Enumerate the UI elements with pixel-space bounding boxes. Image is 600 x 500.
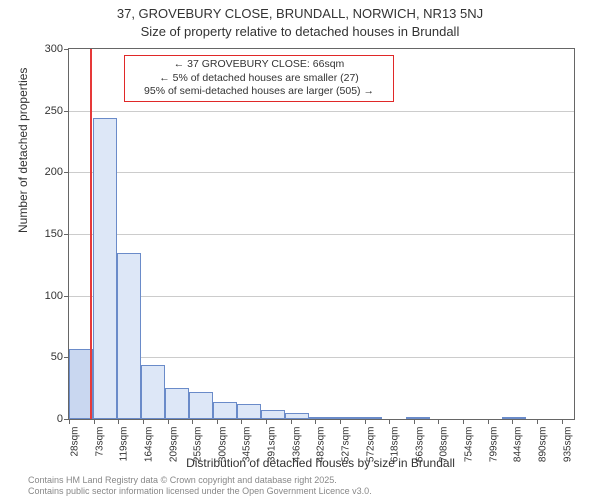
histogram-bar [93, 118, 117, 419]
histogram-bar [141, 365, 165, 419]
y-tick-mark [64, 296, 69, 297]
x-tick-mark [340, 419, 341, 424]
x-tick-mark [241, 419, 242, 424]
histogram-bar [502, 417, 526, 419]
y-gridline [69, 296, 574, 297]
footer-line-1: Contains HM Land Registry data © Crown c… [28, 475, 372, 486]
annotation-box: ← 37 GROVEBURY CLOSE: 66sqm ← 5% of deta… [124, 55, 394, 102]
y-tick-label: 300 [45, 43, 63, 55]
property-marker-line [90, 49, 92, 419]
x-axis-label: Distribution of detached houses by size … [68, 456, 573, 470]
x-tick-mark [414, 419, 415, 424]
histogram-bar [213, 402, 237, 419]
y-tick-mark [64, 172, 69, 173]
y-gridline [69, 111, 574, 112]
x-tick-mark [168, 419, 169, 424]
x-tick-mark [389, 419, 390, 424]
y-tick-mark [64, 234, 69, 235]
histogram-bar [309, 417, 333, 419]
y-tick-label: 0 [57, 413, 63, 425]
y-tick-label: 50 [51, 351, 63, 363]
x-tick-mark [562, 419, 563, 424]
x-tick-mark [315, 419, 316, 424]
histogram-bar [406, 417, 430, 419]
y-gridline [69, 357, 574, 358]
y-tick-label: 150 [45, 228, 63, 240]
annotation-line-3: 95% of semi-detached houses are larger (… [131, 85, 387, 99]
y-axis-label: Number of detached properties [16, 68, 30, 233]
x-tick-mark [266, 419, 267, 424]
histogram-plot-area: 050100150200250300 28sqm73sqm119sqm164sq… [68, 48, 575, 420]
x-tick-mark [488, 419, 489, 424]
attribution-footer: Contains HM Land Registry data © Crown c… [28, 475, 372, 498]
chart-title: 37, GROVEBURY CLOSE, BRUNDALL, NORWICH, … [0, 5, 600, 40]
annotation-line-1: ← 37 GROVEBURY CLOSE: 66sqm [131, 58, 387, 72]
y-tick-label: 200 [45, 166, 63, 178]
histogram-bar [285, 413, 309, 419]
histogram-bar [117, 253, 141, 420]
x-tick-mark [512, 419, 513, 424]
histogram-bar [237, 404, 261, 419]
x-tick-mark [192, 419, 193, 424]
y-tick-mark [64, 49, 69, 50]
x-tick-mark [94, 419, 95, 424]
histogram-bar [189, 392, 213, 419]
histogram-bar [334, 417, 358, 419]
x-tick-mark [118, 419, 119, 424]
y-tick-mark [64, 111, 69, 112]
footer-line-2: Contains public sector information licen… [28, 486, 372, 497]
y-tick-label: 100 [45, 290, 63, 302]
x-tick-mark [217, 419, 218, 424]
y-gridline [69, 172, 574, 173]
annotation-line-2: ← 5% of detached houses are smaller (27) [131, 72, 387, 86]
x-tick-mark [463, 419, 464, 424]
histogram-bar [165, 388, 189, 419]
title-line-2: Size of property relative to detached ho… [0, 23, 600, 41]
x-tick-mark [365, 419, 366, 424]
x-tick-mark [291, 419, 292, 424]
y-gridline [69, 234, 574, 235]
x-tick-mark [438, 419, 439, 424]
title-line-1: 37, GROVEBURY CLOSE, BRUNDALL, NORWICH, … [0, 5, 600, 23]
y-tick-label: 250 [45, 105, 63, 117]
histogram-bar [358, 417, 382, 419]
x-tick-mark [143, 419, 144, 424]
x-tick-mark [69, 419, 70, 424]
x-tick-mark [537, 419, 538, 424]
histogram-bar [261, 410, 285, 419]
